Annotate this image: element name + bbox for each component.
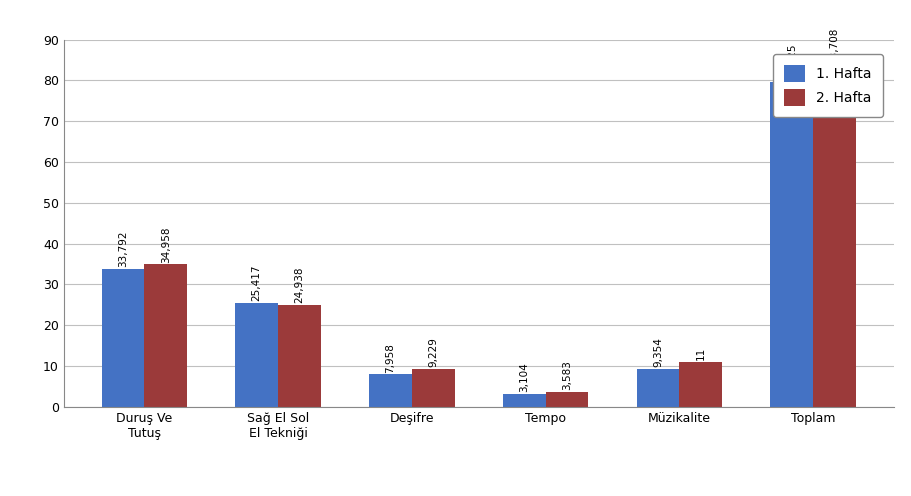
Text: 3,583: 3,583	[561, 361, 571, 390]
Bar	[679, 362, 722, 407]
Bar	[545, 392, 588, 407]
Bar	[369, 374, 412, 407]
Bar	[502, 394, 545, 407]
Text: 9,354: 9,354	[652, 337, 662, 367]
Text: 3,104: 3,104	[518, 363, 528, 392]
Bar	[144, 264, 187, 407]
Text: 25,417: 25,417	[251, 265, 261, 302]
Text: 11: 11	[695, 347, 705, 360]
Text: 34,958: 34,958	[160, 226, 170, 262]
Text: 83,708: 83,708	[829, 27, 839, 63]
Bar	[278, 305, 321, 407]
Bar	[770, 82, 813, 407]
Legend: 1. Hafta, 2. Hafta: 1. Hafta, 2. Hafta	[773, 54, 882, 117]
Bar	[101, 269, 144, 407]
Bar	[813, 65, 855, 407]
Text: 7,958: 7,958	[385, 343, 395, 372]
Bar	[636, 369, 679, 407]
Text: 24,938: 24,938	[294, 267, 304, 304]
Text: 33,792: 33,792	[118, 231, 128, 267]
Bar	[412, 369, 455, 407]
Text: 9,229: 9,229	[428, 338, 438, 368]
Bar	[235, 303, 278, 407]
Text: 79,625: 79,625	[786, 44, 796, 80]
